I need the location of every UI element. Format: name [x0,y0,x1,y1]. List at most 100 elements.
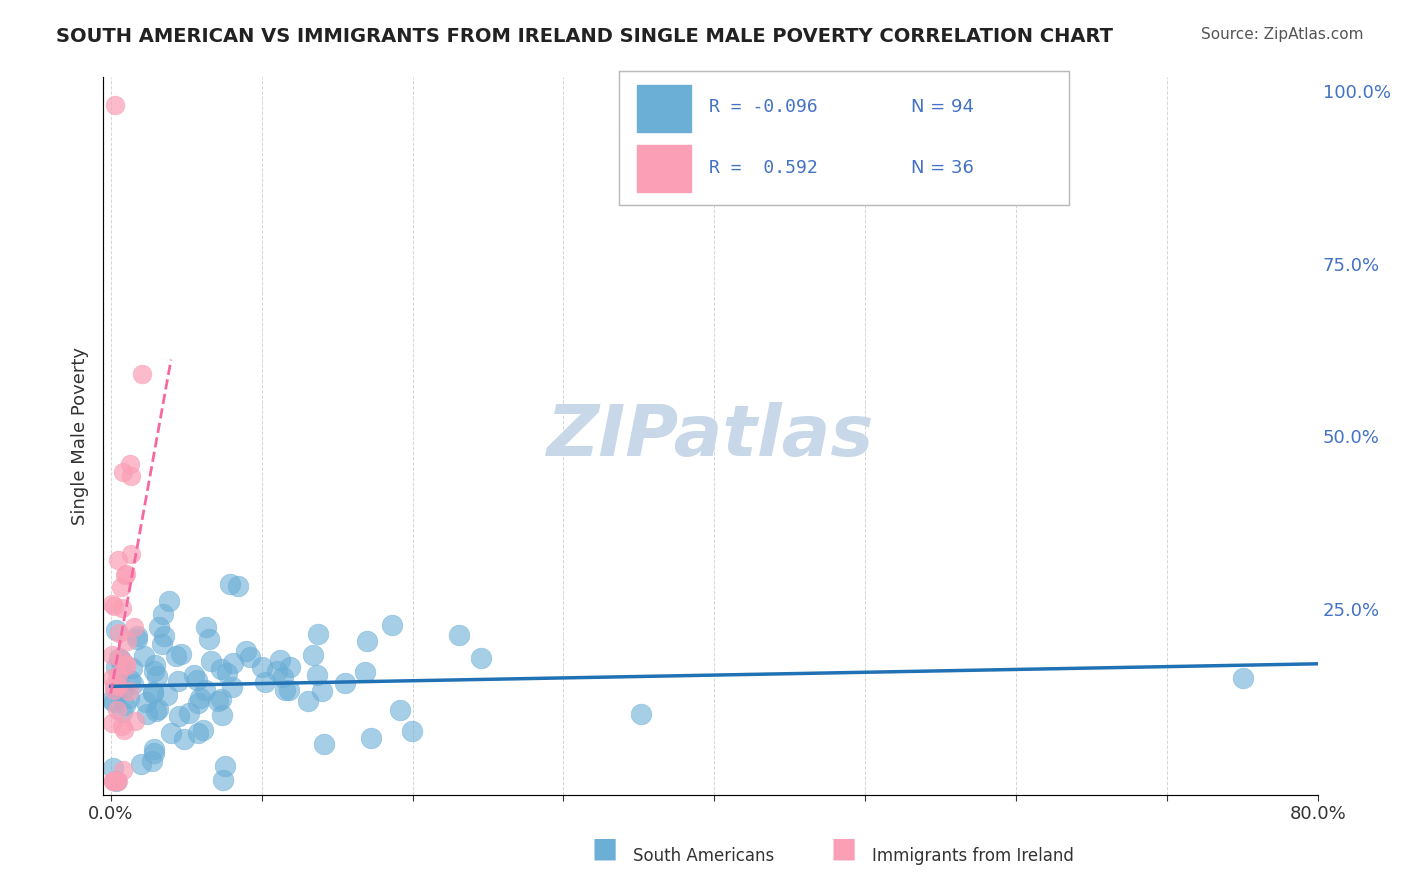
Text: ■: ■ [831,834,856,863]
Point [156,688,179,702]
Point [115,566,138,581]
Point [142,741,165,756]
Point [215,666,238,681]
Point [169,708,191,723]
Point [269,653,291,667]
Text: Immigrants from Ireland: Immigrants from Ireland [872,847,1074,865]
Point [111,718,134,732]
Point [118,457,141,471]
Point [195,620,218,634]
Point [200,654,222,668]
Point [115,657,138,672]
Point [191,723,214,738]
Point [105,623,128,637]
Point [120,469,142,483]
Point [104,774,127,789]
Point [146,669,169,683]
Point [111,705,134,719]
Point [101,715,124,730]
Point [131,368,153,382]
Point [186,673,208,688]
Point [101,693,124,707]
Point [212,772,235,787]
Point [222,656,245,670]
Point [183,667,205,681]
Point [221,681,243,695]
Point [112,723,135,738]
Point [381,618,404,632]
Point [107,553,129,567]
Point [104,774,127,789]
Point [107,679,129,693]
Point [110,653,132,667]
Point [101,774,124,789]
Point [135,694,157,708]
Point [141,754,163,768]
Text: Source: ZipAtlas.com: Source: ZipAtlas.com [1201,27,1364,42]
Point [307,667,329,681]
Point [104,683,127,698]
Point [142,664,165,678]
Text: ■: ■ [592,834,617,863]
Point [134,649,156,664]
Point [136,707,159,722]
Point [103,695,125,709]
Text: N = 94: N = 94 [911,98,974,117]
Point [277,683,299,698]
Point [335,676,357,690]
Point [105,703,128,717]
Point [356,633,378,648]
Point [120,548,142,562]
Point [1232,671,1254,685]
Point [114,568,136,582]
Point [111,764,134,778]
Point [165,648,187,663]
Point [124,714,146,728]
Point [153,629,176,643]
Point [209,691,232,706]
Point [101,774,124,789]
Point [187,696,209,710]
Point [187,726,209,740]
Point [122,620,145,634]
Point [360,731,382,745]
Point [127,632,149,647]
Text: R =  0.592: R = 0.592 [709,159,817,177]
Point [112,465,135,479]
Point [388,703,411,717]
Point [143,746,166,760]
Point [308,626,330,640]
Bar [637,145,690,192]
Point [108,625,131,640]
Point [103,599,125,614]
Point [107,668,129,682]
Point [177,706,200,720]
Point [101,672,124,686]
Point [114,698,136,712]
Point [152,607,174,622]
Point [271,670,294,684]
Point [297,694,319,708]
Text: N = 36: N = 36 [911,159,974,177]
Text: South Americans: South Americans [633,847,773,865]
Point [103,761,125,775]
Point [254,674,277,689]
Point [239,649,262,664]
Point [104,98,127,112]
Point [209,662,232,676]
Point [142,684,165,698]
Point [150,637,173,651]
Point [122,677,145,691]
Point [250,660,273,674]
Point [266,664,288,678]
Point [218,576,240,591]
Y-axis label: Single Male Poverty: Single Male Poverty [72,347,89,525]
Point [226,579,249,593]
Bar [637,85,690,131]
Point [143,658,166,673]
Point [170,647,193,661]
Point [311,684,333,698]
Point [353,665,375,679]
Point [312,737,335,751]
Point [214,758,236,772]
